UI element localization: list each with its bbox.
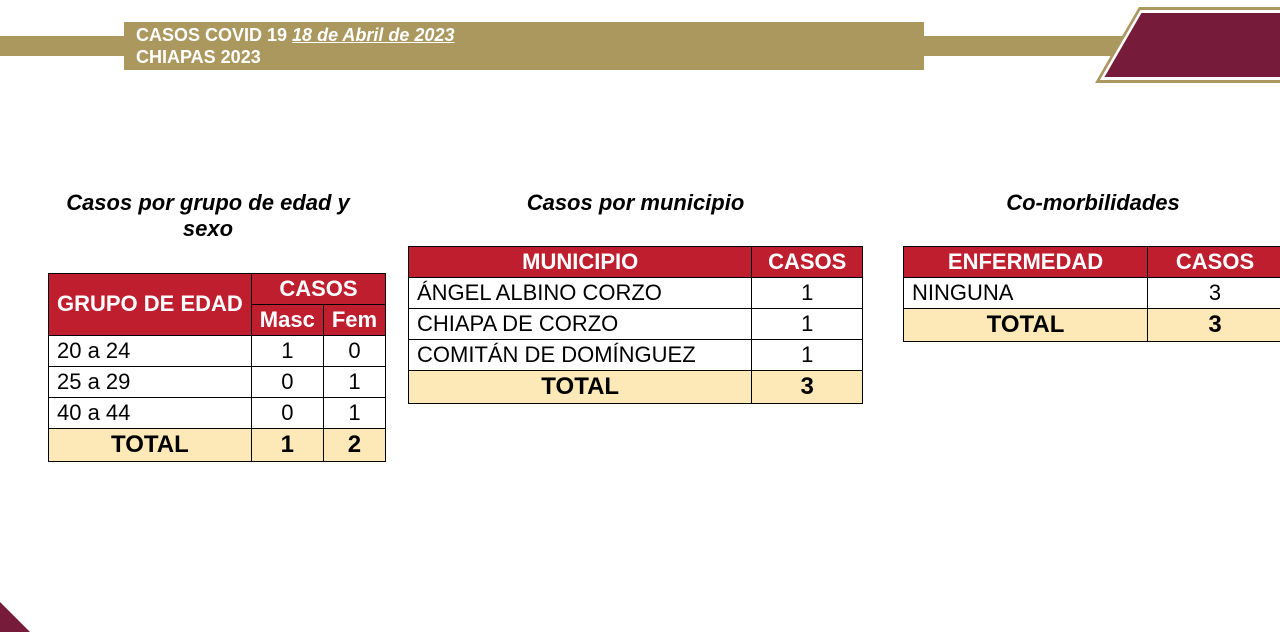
cell-group: 20 a 24 xyxy=(49,335,252,366)
col-fem: Fem xyxy=(323,304,385,335)
total-masc: 1 xyxy=(251,428,323,461)
cell-muni: CHIAPA DE CORZO xyxy=(409,309,752,340)
table-row: ÁNGEL ALBINO CORZO 1 xyxy=(409,278,863,309)
cell-cases: 1 xyxy=(752,278,863,309)
total-row: TOTAL 3 xyxy=(409,371,863,404)
cell-cases: 1 xyxy=(752,340,863,371)
cell-masc: 0 xyxy=(251,366,323,397)
corner-decoration xyxy=(1100,10,1280,80)
bottom-left-triangle xyxy=(0,602,30,632)
total-label: TOTAL xyxy=(904,309,1148,342)
content-area: Casos por grupo de edad y sexo GRUPO DE … xyxy=(48,190,1250,462)
municipio-title: Casos por municipio xyxy=(408,190,863,216)
cell-cases: 1 xyxy=(752,309,863,340)
cell-masc: 1 xyxy=(251,335,323,366)
cell-muni: ÁNGEL ALBINO CORZO xyxy=(409,278,752,309)
cell-fem: 0 xyxy=(323,335,385,366)
cell-disease: NINGUNA xyxy=(904,278,1148,309)
age-sex-block: Casos por grupo de edad y sexo GRUPO DE … xyxy=(48,190,368,462)
col-cases: CASOS xyxy=(251,273,385,304)
col-muni: MUNICIPIO xyxy=(409,247,752,278)
age-sex-table: GRUPO DE EDAD CASOS Masc Fem 20 a 24 1 0… xyxy=(48,273,386,462)
col-cases: CASOS xyxy=(1148,247,1280,278)
cell-group: 25 a 29 xyxy=(49,366,252,397)
table-row: COMITÁN DE DOMÍNGUEZ 1 xyxy=(409,340,863,371)
table-row: NINGUNA 3 xyxy=(904,278,1280,309)
total-fem: 2 xyxy=(323,428,385,461)
cell-cases: 3 xyxy=(1148,278,1280,309)
cell-fem: 1 xyxy=(323,397,385,428)
municipio-block: Casos por municipio MUNICIPIO CASOS ÁNGE… xyxy=(408,190,863,404)
col-cases: CASOS xyxy=(752,247,863,278)
table-row: CHIAPA DE CORZO 1 xyxy=(409,309,863,340)
header-date: 18 de Abril de 2023 xyxy=(292,25,454,45)
header-prefix: CASOS COVID 19 xyxy=(136,25,292,45)
cell-muni: COMITÁN DE DOMÍNGUEZ xyxy=(409,340,752,371)
header-banner: CASOS COVID 19 18 de Abril de 2023 CHIAP… xyxy=(124,22,924,70)
cell-masc: 0 xyxy=(251,397,323,428)
table-row: 25 a 29 0 1 xyxy=(49,366,386,397)
cell-fem: 1 xyxy=(323,366,385,397)
comorb-title: Co-morbilidades xyxy=(903,190,1280,216)
municipio-table: MUNICIPIO CASOS ÁNGEL ALBINO CORZO 1 CHI… xyxy=(408,246,863,404)
total-label: TOTAL xyxy=(409,371,752,404)
total-cases: 3 xyxy=(1148,309,1280,342)
total-cases: 3 xyxy=(752,371,863,404)
total-row: TOTAL 3 xyxy=(904,309,1280,342)
age-sex-title: Casos por grupo de edad y sexo xyxy=(48,190,368,243)
col-group: GRUPO DE EDAD xyxy=(49,273,252,335)
col-masc: Masc xyxy=(251,304,323,335)
table-row: 40 a 44 0 1 xyxy=(49,397,386,428)
col-disease: ENFERMEDAD xyxy=(904,247,1148,278)
comorb-block: Co-morbilidades ENFERMEDAD CASOS NINGUNA… xyxy=(903,190,1280,342)
total-row: TOTAL 1 2 xyxy=(49,428,386,461)
header-stripe-left xyxy=(0,36,124,56)
table-row: 20 a 24 1 0 xyxy=(49,335,386,366)
total-label: TOTAL xyxy=(49,428,252,461)
comorb-table: ENFERMEDAD CASOS NINGUNA 3 TOTAL 3 xyxy=(903,246,1280,342)
header-subtitle: CHIAPAS 2023 xyxy=(136,47,912,69)
cell-group: 40 a 44 xyxy=(49,397,252,428)
